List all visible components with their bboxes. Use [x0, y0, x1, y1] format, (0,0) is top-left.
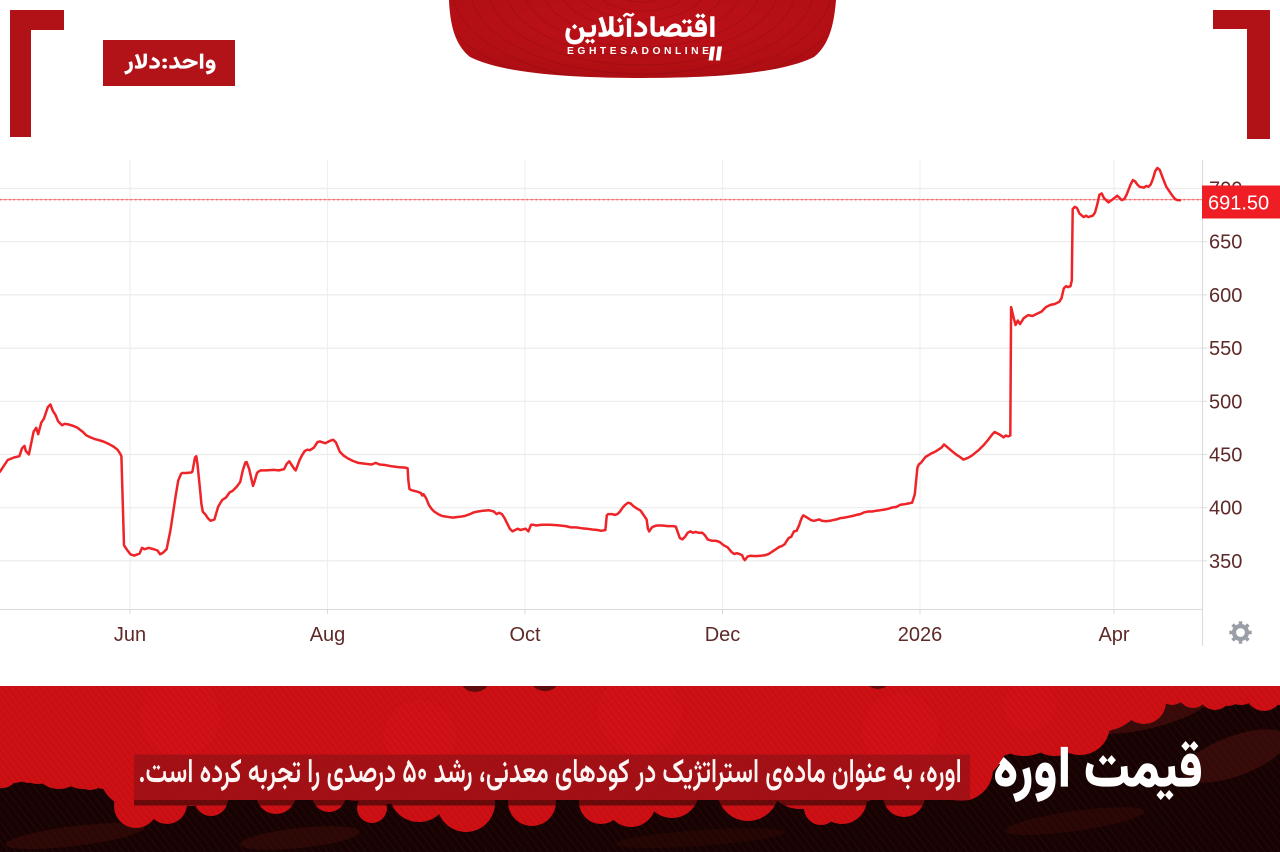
svg-text:Oct: Oct	[509, 624, 541, 646]
svg-text:400: 400	[1209, 498, 1242, 520]
svg-text:500: 500	[1209, 391, 1242, 413]
svg-text:2026: 2026	[898, 624, 943, 646]
svg-text:600: 600	[1209, 285, 1242, 307]
svg-text:691.50: 691.50	[1208, 193, 1269, 215]
svg-text:550: 550	[1209, 338, 1242, 360]
svg-text:350: 350	[1209, 551, 1242, 573]
svg-text:Aug: Aug	[310, 624, 346, 646]
svg-text:Dec: Dec	[705, 624, 741, 646]
svg-text:Apr: Apr	[1098, 624, 1129, 646]
svg-text:Jun: Jun	[114, 624, 146, 646]
svg-text:650: 650	[1209, 232, 1242, 254]
svg-text:450: 450	[1209, 445, 1242, 467]
